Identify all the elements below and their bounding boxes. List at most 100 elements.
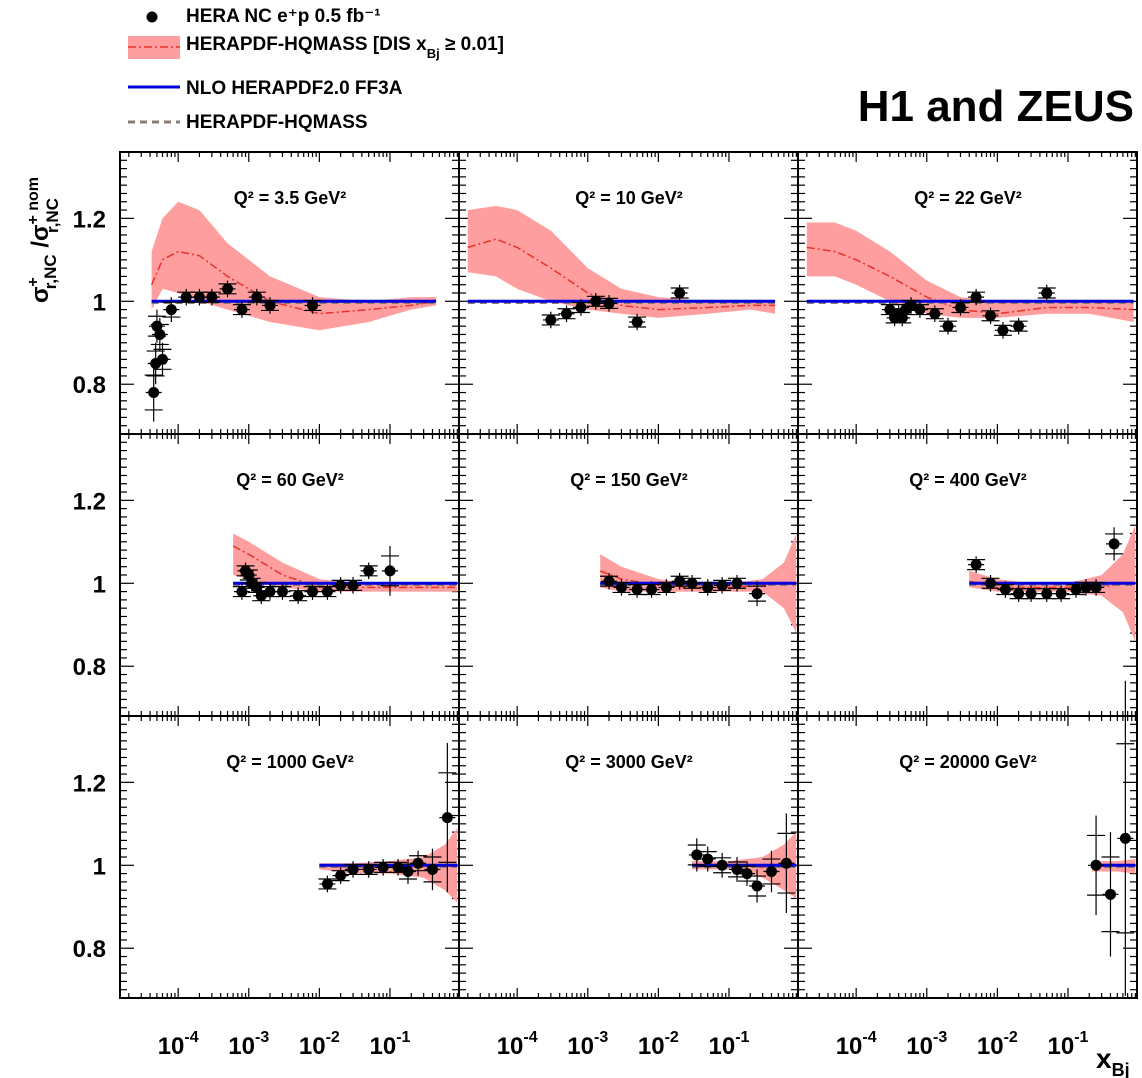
x-tick-label-base: 10 [370,1033,397,1060]
data-point [1104,888,1116,900]
uncertainty-band [806,222,1134,322]
data-point [1090,859,1102,871]
legend-data-marker [146,11,158,23]
x-tick-label-exp: -2 [665,1029,679,1046]
data-point [441,812,453,824]
data-point [702,581,714,593]
panel: Q² = 400 GeV² [797,433,1138,717]
ylabel-sub1: r,NC [41,254,60,289]
legend-band-label: HERAPDF-HQMASS [DIS xBj ≥ 0.01] [186,34,504,61]
x-axis-title: xBj [1096,1043,1130,1078]
data-point [426,863,438,875]
data-point [631,584,643,596]
data-point [1055,588,1067,600]
data-point [412,857,424,869]
x-tick-label-exp: -1 [1074,1029,1088,1046]
xlabel-sub: Bj [1112,1060,1130,1078]
x-tick-label-base: 10 [567,1033,594,1060]
data-point [942,320,954,332]
data-point [347,863,359,875]
experiment-label: H1 and ZEUS [858,82,1134,131]
legend-band-label-tail: ≥ 0.01] [440,34,504,55]
data-point [686,577,698,589]
y-tick-label: 0.8 [73,372,106,399]
y-axis-title-text: σ+r,NC /σ+ nomr,NC [25,177,62,303]
data-point [307,299,319,311]
data-point [765,866,777,878]
data-point [751,880,763,892]
data-point [321,586,333,598]
data-point [276,586,288,598]
panel: Q² = 3000 GeV² [458,715,799,999]
data-point [154,328,166,340]
data-point [615,581,627,593]
panel-label: Q² = 400 GeV² [909,470,1027,490]
data-point [377,861,389,873]
x-tick-label-exp: -3 [255,1029,269,1046]
data-point [307,586,319,598]
data-point [575,302,587,314]
data-point [236,304,248,316]
data-point [603,575,615,587]
x-tick-label: 10-1 [1048,1029,1089,1060]
x-tick-label: 10-2 [638,1029,679,1060]
data-point [222,283,234,295]
x-tick-label-exp: -4 [184,1029,198,1046]
data-point [255,590,267,602]
y-tick-label: 1.2 [73,770,106,797]
data-point [660,581,672,593]
y-tick-label: 0.8 [73,654,106,681]
data-point [1070,584,1082,596]
ylabel-sup1: + [25,277,42,286]
x-tick-label-base: 10 [1048,1033,1075,1060]
data-point [347,579,359,591]
x-tick-label: 10-4 [497,1029,538,1060]
x-tick-label-base: 10 [906,1033,933,1060]
data-point [561,308,573,320]
panel: Q² = 20000 GeV² [797,680,1138,999]
data-point [731,577,743,589]
data-point [335,579,347,591]
x-tick-label-exp: -4 [523,1029,537,1046]
panel-label: Q² = 1000 GeV² [226,752,354,772]
x-tick-label-base: 10 [228,1033,255,1060]
x-tick-label-exp: -2 [1004,1029,1018,1046]
ylabel-main: σ [27,287,54,303]
panel-label: Q² = 22 GeV² [914,188,1022,208]
data-point [999,584,1011,596]
data-point [603,297,615,309]
ylabel-sep: /σ [27,225,54,255]
band-central-line [467,238,776,311]
data-point [1041,287,1053,299]
band-central-line [150,250,437,315]
panel: Q² = 1000 GeV² [119,715,460,999]
x-tick-label-base: 10 [638,1033,665,1060]
data-point [1041,588,1053,600]
data-point [148,387,160,399]
data-point [970,559,982,571]
panel-label: Q² = 150 GeV² [570,470,688,490]
panel: Q² = 60 GeV² [119,433,460,717]
y-axis-title: σ+r,NC /σ+ nomr,NC [25,177,62,303]
data-point [674,287,686,299]
data-point [631,316,643,328]
panel-label: Q² = 10 GeV² [575,188,683,208]
data-point [363,565,375,577]
data-point [905,299,917,311]
xlabel-main: x [1096,1043,1112,1074]
data-point [157,353,169,365]
data-point [1090,581,1102,593]
band-central-line [969,580,1136,589]
x-tick-label-exp: -1 [396,1029,410,1046]
y-tick-label: 1 [93,853,106,880]
data-point [264,299,276,311]
x-tick-label-exp: -1 [735,1029,749,1046]
x-tick-label-exp: -3 [933,1029,947,1046]
data-point [741,868,753,880]
data-point [402,866,414,878]
legend-data-label: HERA NC e⁺p 0.5 fb⁻¹ [186,6,381,27]
data-point [1080,581,1092,593]
panel-label: Q² = 3000 GeV² [565,752,693,772]
data-point [646,584,658,596]
panel: Q² = 150 GeV² [458,433,799,717]
